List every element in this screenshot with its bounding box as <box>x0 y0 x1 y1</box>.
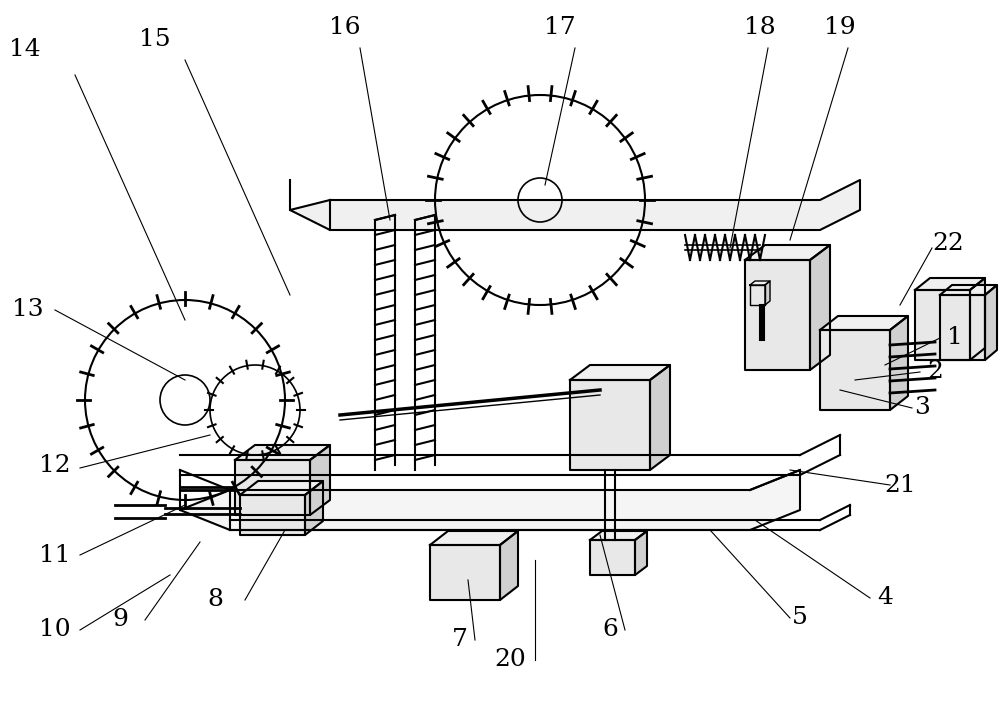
Polygon shape <box>635 531 647 575</box>
Polygon shape <box>940 295 985 360</box>
Text: 6: 6 <box>602 619 618 642</box>
Polygon shape <box>915 278 985 290</box>
Polygon shape <box>765 281 770 305</box>
Text: 10: 10 <box>39 619 71 642</box>
Text: 2: 2 <box>927 360 943 384</box>
Text: 16: 16 <box>329 16 361 39</box>
Text: 3: 3 <box>914 397 930 419</box>
Text: 18: 18 <box>744 16 776 39</box>
Text: 17: 17 <box>544 16 576 39</box>
Polygon shape <box>240 481 323 495</box>
Polygon shape <box>750 285 765 305</box>
Polygon shape <box>430 545 500 600</box>
Polygon shape <box>570 365 670 380</box>
Polygon shape <box>915 290 970 360</box>
Polygon shape <box>310 445 330 515</box>
Text: 5: 5 <box>792 607 808 629</box>
Text: 11: 11 <box>39 543 71 567</box>
Polygon shape <box>810 245 830 370</box>
Polygon shape <box>970 278 985 360</box>
Text: 9: 9 <box>112 609 128 632</box>
Polygon shape <box>500 531 518 600</box>
Text: 20: 20 <box>494 649 526 671</box>
Polygon shape <box>745 245 830 260</box>
Text: 21: 21 <box>884 473 916 496</box>
Text: 19: 19 <box>824 16 856 39</box>
Polygon shape <box>235 445 330 460</box>
Text: 7: 7 <box>452 629 468 651</box>
Polygon shape <box>650 365 670 470</box>
Text: 13: 13 <box>12 298 44 322</box>
Text: 8: 8 <box>207 589 223 612</box>
Polygon shape <box>290 180 860 230</box>
Polygon shape <box>570 380 650 470</box>
Polygon shape <box>745 260 810 370</box>
Polygon shape <box>430 531 518 545</box>
Text: 14: 14 <box>9 38 41 61</box>
Polygon shape <box>890 316 908 410</box>
Text: 1: 1 <box>947 327 963 350</box>
Polygon shape <box>590 540 635 575</box>
Text: 4: 4 <box>877 587 893 609</box>
Text: 15: 15 <box>139 28 171 51</box>
Polygon shape <box>820 316 908 330</box>
Polygon shape <box>240 495 305 535</box>
Polygon shape <box>750 281 770 285</box>
Text: 12: 12 <box>39 454 71 476</box>
Polygon shape <box>590 531 647 540</box>
Polygon shape <box>180 470 800 530</box>
Text: 22: 22 <box>932 231 964 254</box>
Polygon shape <box>305 481 323 535</box>
Polygon shape <box>820 330 890 410</box>
Polygon shape <box>985 285 997 360</box>
Polygon shape <box>235 460 310 515</box>
Polygon shape <box>940 285 997 295</box>
